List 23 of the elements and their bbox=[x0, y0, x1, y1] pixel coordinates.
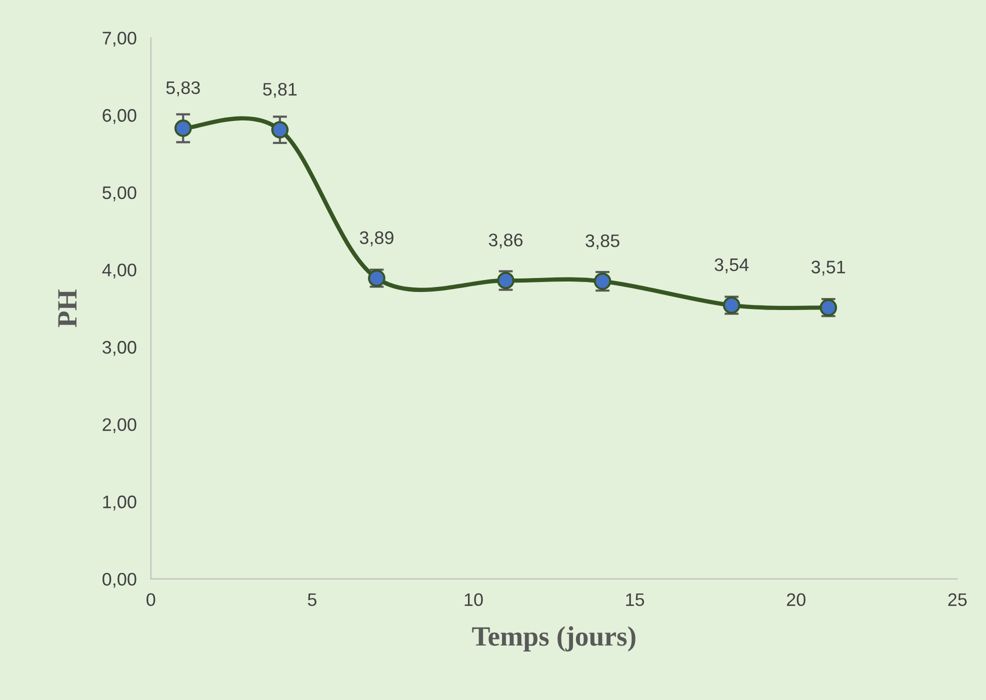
x-tick-label: 15 bbox=[626, 593, 644, 606]
x-axis-title: Temps (jours) bbox=[472, 626, 636, 652]
y-tick-label: 0,00 bbox=[102, 572, 136, 588]
y-tick-label: 6,00 bbox=[102, 109, 136, 124]
y-tick-label: 5,00 bbox=[102, 186, 136, 202]
y-tick-label: 2,00 bbox=[102, 418, 136, 434]
y-tick-label: 1,00 bbox=[103, 496, 136, 510]
x-tick-label: 5 bbox=[308, 593, 316, 606]
data-label: 3,86 bbox=[488, 234, 523, 249]
y-tick-label: 7,00 bbox=[102, 32, 136, 47]
x-tick-label: 20 bbox=[786, 593, 806, 606]
x-tick-label: 0 bbox=[146, 593, 156, 606]
data-label: 3,89 bbox=[360, 231, 394, 246]
y-tick-label: 4,00 bbox=[102, 264, 136, 279]
x-tick-label: 10 bbox=[464, 593, 483, 606]
data-label: 3,51 bbox=[811, 260, 846, 276]
data-label: 3,54 bbox=[714, 258, 749, 274]
data-label: 3,85 bbox=[586, 234, 620, 250]
y-tick-label: 3,00 bbox=[102, 340, 136, 356]
x-tick-label: 25 bbox=[948, 593, 967, 606]
data-label: 5,83 bbox=[166, 81, 200, 96]
y-axis-title: PH bbox=[58, 290, 76, 328]
data-label: 5,81 bbox=[263, 82, 297, 98]
